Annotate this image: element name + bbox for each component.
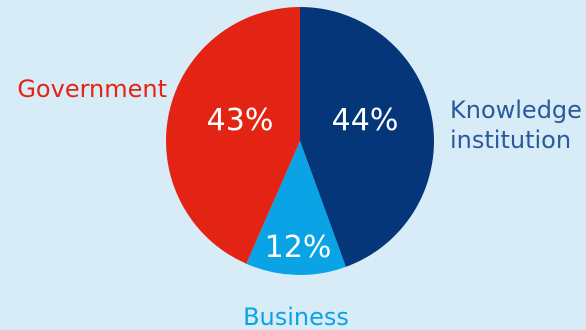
label-line: institution <box>450 126 571 154</box>
pie-slices <box>165 7 434 276</box>
label-knowledge-institution: Knowledge institution <box>450 96 582 154</box>
slice-government <box>165 7 300 264</box>
label-business: Business <box>243 303 349 330</box>
slice-business <box>246 141 346 276</box>
value-label-knowledge-institution: 44% <box>332 103 399 138</box>
label-government: Government <box>17 75 167 103</box>
value-label-business: 12% <box>265 230 332 265</box>
value-label-government: 43% <box>207 103 274 138</box>
slice-value-labels: 44% 12% 43% <box>207 103 399 265</box>
label-line: Knowledge <box>450 96 582 124</box>
slice-knowledge-institution <box>300 7 434 267</box>
label-line: Business <box>243 303 349 330</box>
label-line: Government <box>17 75 167 103</box>
